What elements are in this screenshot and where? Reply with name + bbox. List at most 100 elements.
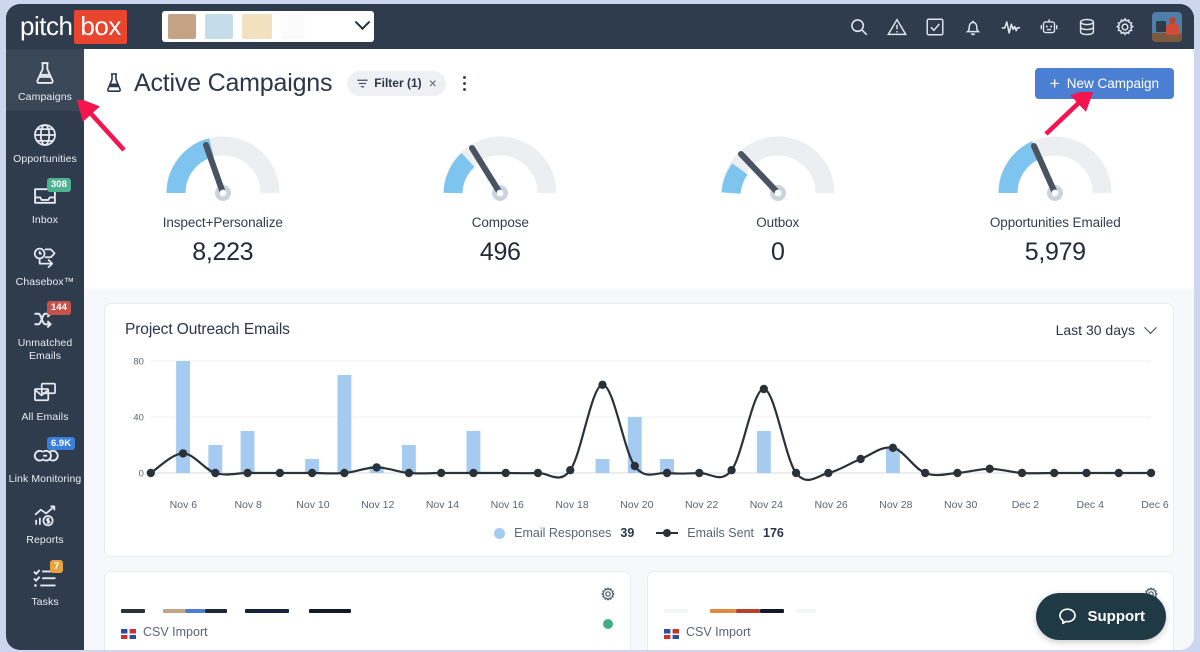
- chart-point[interactable]: [372, 463, 381, 472]
- robot-icon[interactable]: [1038, 16, 1060, 38]
- chart-bar[interactable]: [337, 375, 352, 473]
- gear-icon[interactable]: [600, 586, 616, 602]
- chart-point[interactable]: [791, 468, 801, 478]
- redacted-bar: [245, 609, 289, 613]
- chart-point[interactable]: [404, 468, 414, 478]
- chart-point[interactable]: [1050, 468, 1059, 478]
- campaign-card[interactable]: CSV Import: [104, 571, 631, 650]
- filter-chip[interactable]: Filter (1) ×: [347, 70, 446, 96]
- chart-point[interactable]: [469, 468, 478, 478]
- kebab-dot: [463, 81, 467, 85]
- chart-bar[interactable]: [208, 445, 223, 473]
- sidebar-badge: 144: [47, 301, 71, 315]
- legend-marker-emails-sent: [656, 528, 679, 539]
- chart-x-axis-labels: Nov 6 Nov 8 Nov 10 Nov 12 Nov 14 Nov 16 Nov 18…: [151, 499, 1169, 515]
- sidebar-item-link-monitoring[interactable]: 6.9K Link Monitoring: [6, 431, 84, 493]
- status-badge: [603, 619, 613, 629]
- legend-value-email-responses: 39: [620, 526, 635, 540]
- chart-point[interactable]: [921, 468, 930, 478]
- app-logo[interactable]: pitch box: [20, 9, 127, 44]
- sidebar-item-label: Campaigns: [17, 91, 72, 103]
- chart-point[interactable]: [953, 468, 962, 478]
- chart-bar[interactable]: [305, 459, 320, 473]
- sidebar-item-tasks[interactable]: 7 Tasks: [6, 554, 84, 616]
- chart-bar[interactable]: [466, 431, 481, 473]
- gauge-value: 496: [479, 238, 521, 266]
- gauge-dial: [998, 136, 1112, 201]
- chart-bar[interactable]: [756, 431, 771, 473]
- chart-bar[interactable]: [595, 459, 610, 473]
- sidebar-item-campaigns[interactable]: Campaigns: [6, 49, 84, 111]
- close-icon[interactable]: ×: [428, 75, 437, 91]
- activity-pulse-icon[interactable]: [1000, 16, 1022, 38]
- chart-point[interactable]: [146, 468, 155, 478]
- chart-bar[interactable]: [176, 361, 190, 473]
- chart-point[interactable]: [501, 468, 510, 478]
- chart-point[interactable]: [598, 380, 607, 389]
- database-icon[interactable]: [1076, 16, 1098, 38]
- gauge-outbox[interactable]: Outbox 0: [639, 131, 917, 267]
- more-options-icon[interactable]: [457, 73, 473, 93]
- chart-svg[interactable]: 0 40 80: [123, 355, 1156, 495]
- chart-bar[interactable]: [660, 459, 674, 473]
- support-button[interactable]: Support: [1035, 593, 1166, 640]
- new-campaign-button[interactable]: + New Campaign: [1034, 67, 1174, 99]
- campaign-source: CSV Import: [664, 625, 1157, 639]
- chart-bar[interactable]: [885, 447, 900, 473]
- chart-point[interactable]: [759, 384, 768, 394]
- warning-triangle-icon[interactable]: [886, 16, 908, 38]
- chart-point[interactable]: [662, 468, 672, 478]
- chart-point[interactable]: [533, 468, 543, 478]
- gauge-compose[interactable]: Compose 496: [362, 131, 640, 267]
- redacted-bar: [205, 609, 227, 613]
- chart-point[interactable]: [340, 468, 349, 478]
- sidebar-item-unmatched-emails[interactable]: 144 Unmatched Emails: [6, 295, 84, 369]
- chart-point[interactable]: [695, 468, 704, 478]
- chart-point[interactable]: [1146, 468, 1156, 478]
- chart-point[interactable]: [243, 468, 252, 478]
- chart-point[interactable]: [630, 461, 639, 471]
- bell-icon[interactable]: [962, 16, 984, 38]
- date-range-selector[interactable]: Last 30 days: [1056, 320, 1157, 338]
- sidebar-item-chasebox[interactable]: Chasebox™: [6, 234, 84, 296]
- chart-point[interactable]: [1017, 468, 1027, 478]
- chart-y-tick: 40: [133, 412, 143, 423]
- gauge-label: Opportunities Emailed: [989, 215, 1121, 230]
- chart-point[interactable]: [985, 464, 994, 473]
- chart-x-tick: Nov 28: [879, 499, 913, 511]
- gauge-opportunities-emailed[interactable]: Opportunities Emailed 5,979: [917, 131, 1195, 267]
- chart-x-tick: Nov 26: [814, 499, 848, 511]
- chart-point[interactable]: [566, 466, 575, 475]
- chart-point[interactable]: [307, 468, 317, 478]
- gauge-inspect-personalize[interactable]: Inspect+Personalize 8,223: [84, 131, 362, 267]
- chart-point[interactable]: [727, 466, 736, 475]
- user-avatar[interactable]: [1152, 11, 1182, 42]
- sidebar-item-all-emails[interactable]: All Emails: [6, 369, 84, 431]
- gauge-dial: [166, 136, 280, 201]
- gear-icon[interactable]: [1114, 16, 1136, 38]
- sidebar-item-reports[interactable]: Reports: [6, 492, 84, 554]
- checkbox-icon[interactable]: [924, 16, 946, 38]
- chart-point[interactable]: [1114, 468, 1123, 478]
- chart-point[interactable]: [1082, 468, 1091, 478]
- chart-point[interactable]: [275, 468, 284, 478]
- campaign-source-label: CSV Import: [143, 625, 208, 639]
- chart-bar[interactable]: [401, 445, 416, 473]
- chart-point[interactable]: [437, 468, 446, 478]
- chart-point[interactable]: [824, 468, 833, 478]
- gauge-label: Inspect+Personalize: [162, 215, 283, 230]
- redacted-bar: [760, 609, 784, 613]
- chart-point[interactable]: [888, 443, 898, 452]
- chart-point[interactable]: [856, 454, 865, 464]
- account-selector[interactable]: [162, 11, 374, 42]
- chart-point[interactable]: [178, 449, 188, 458]
- search-icon[interactable]: [848, 16, 870, 38]
- sidebar-item-opportunities[interactable]: Opportunities: [6, 111, 84, 173]
- chart-bar[interactable]: [240, 431, 255, 473]
- chart-x-tick: Nov 10: [296, 499, 330, 511]
- sidebar-item-inbox[interactable]: 308 Inbox: [6, 172, 84, 234]
- avatar-monitor: [1156, 20, 1166, 32]
- chart-x-tick: Dec 6: [1141, 499, 1169, 511]
- chart-point[interactable]: [211, 468, 220, 478]
- redacted-bar: [796, 609, 816, 613]
